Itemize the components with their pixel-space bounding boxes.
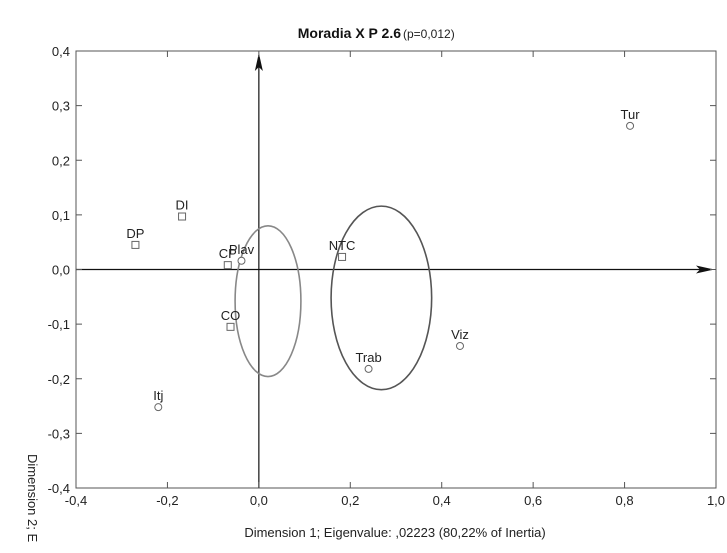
y-tick-label: 0,1 xyxy=(52,208,70,223)
point-label: NTC xyxy=(329,238,356,253)
point-label: Plav xyxy=(229,242,255,257)
point-square-marker xyxy=(223,261,232,270)
tick-layer: -0,4 -0,2 0,0 0,2 0,4 0,6 0,8 1,0 -0,4 -0,3 -0,2 -0… xyxy=(48,44,725,508)
x-tick-label: 0,8 xyxy=(616,493,634,508)
point-circle-marker xyxy=(626,121,635,130)
point-circle-marker xyxy=(456,341,464,350)
y-tick-label: -0,4 xyxy=(48,481,70,496)
point-label: CO xyxy=(221,308,241,323)
chart-title: Moradia X P 2.6 xyxy=(298,25,401,41)
x-tick-label: 0,6 xyxy=(524,493,542,508)
x-tick-label: 0,2 xyxy=(341,493,359,508)
point-label: DI xyxy=(176,198,189,213)
x-tick-label: 0,4 xyxy=(433,493,451,508)
point-circle-marker xyxy=(364,364,373,373)
x-tick-label: 0,0 xyxy=(250,493,268,508)
point-circle-marker xyxy=(154,403,163,412)
confidence-ellipse xyxy=(234,224,302,378)
x-axis-label: Dimension 1; Eigenvalue: ,02223 (80,22% … xyxy=(244,525,545,540)
point-square-marker xyxy=(178,212,187,221)
confidence-ellipse xyxy=(330,205,433,391)
point-label: Itj xyxy=(153,388,163,403)
y-tick-label: 0,3 xyxy=(52,99,70,114)
x-tick-label: -0,4 xyxy=(65,493,87,508)
point-square-marker xyxy=(338,252,347,261)
x-tick-label: -0,2 xyxy=(156,493,178,508)
point-layer: DP DI CP CO NTC Tur Plav Viz Trab Itj xyxy=(126,107,641,412)
x-axis-arrow xyxy=(696,265,714,274)
point-label: CP xyxy=(219,246,237,261)
ellipse-layer xyxy=(234,205,433,391)
point-label: DP xyxy=(126,226,144,241)
chart-subtitle: (p=0,012) xyxy=(403,27,455,41)
y-axis-label: Dimension 2; E xyxy=(25,454,40,542)
axes-layer xyxy=(76,53,714,488)
y-tick-label: -0,3 xyxy=(48,426,70,441)
point-label: Tur xyxy=(621,107,641,122)
y-tick-label: -0,1 xyxy=(48,317,70,332)
point-label: Trab xyxy=(355,350,381,365)
y-axis-arrow xyxy=(254,53,263,71)
x-tick-label: 1,0 xyxy=(707,493,725,508)
y-tick-label: 0,4 xyxy=(52,44,70,59)
point-square-marker xyxy=(131,240,140,249)
point-circle-marker xyxy=(237,256,246,265)
point-label: Viz xyxy=(451,327,469,342)
y-tick-label: -0,2 xyxy=(48,372,70,387)
y-tick-label: 0,0 xyxy=(52,263,70,278)
y-tick-label: 0,2 xyxy=(52,153,70,168)
point-square-marker xyxy=(226,322,235,331)
